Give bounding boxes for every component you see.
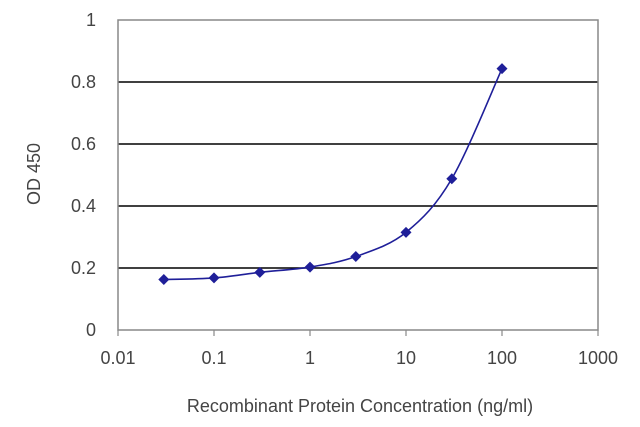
y-tick-label: 1	[86, 10, 96, 30]
x-tick-label: 0.01	[100, 348, 135, 368]
x-axis-label: Recombinant Protein Concentration (ng/ml…	[187, 396, 533, 416]
data-point	[254, 266, 266, 278]
data-point	[400, 226, 412, 238]
y-tick-label: 0	[86, 320, 96, 340]
x-tick-label: 1000	[578, 348, 618, 368]
y-tick-label: 0.6	[71, 134, 96, 154]
data-point	[208, 272, 220, 284]
x-tick-label: 10	[396, 348, 416, 368]
data-point	[446, 173, 458, 185]
data-point	[304, 261, 316, 273]
series-line	[163, 68, 503, 281]
y-tick-label: 0.4	[71, 196, 96, 216]
y-tick-label: 0.8	[71, 72, 96, 92]
y-axis-label: OD 450	[24, 143, 44, 205]
x-tick-label: 100	[487, 348, 517, 368]
data-point	[496, 63, 508, 75]
data-point	[350, 251, 362, 263]
grid-layer	[118, 81, 598, 269]
data-point	[158, 273, 170, 285]
y-tick-label: 0.2	[71, 258, 96, 278]
tick-layer: 0 0.2 0.4 0.6 0.8 1 0.01 0.1 1 10 100 1000	[71, 10, 618, 368]
x-tick-label: 0.1	[201, 348, 226, 368]
x-tick-label: 1	[305, 348, 315, 368]
plot-frame	[117, 19, 599, 331]
series-layer	[158, 63, 508, 285]
